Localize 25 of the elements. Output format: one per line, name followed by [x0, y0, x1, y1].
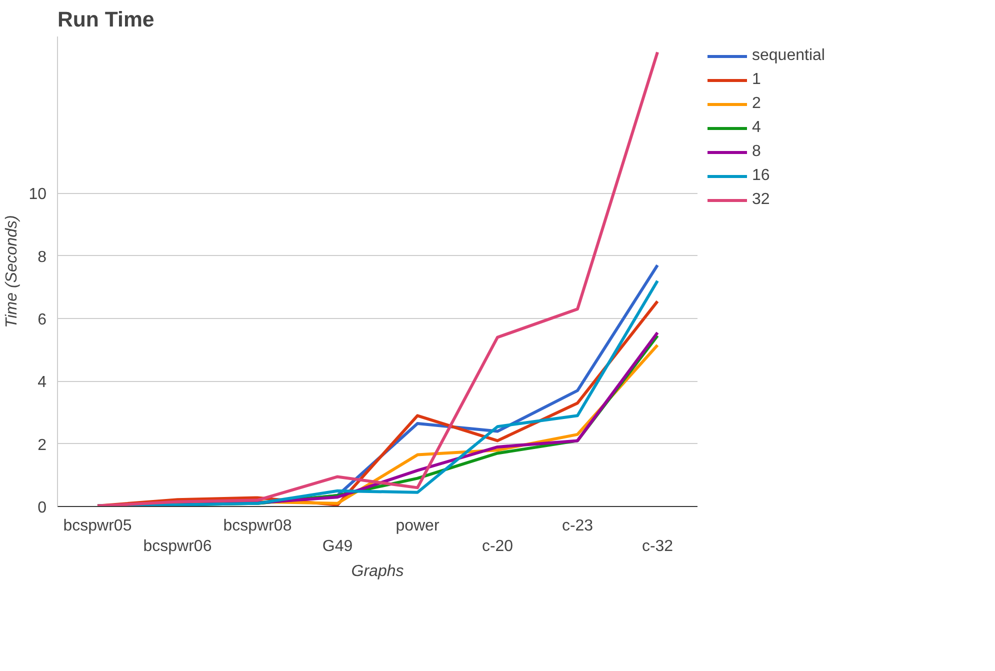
legend-label: 2 [752, 95, 762, 113]
x-tick-label: bcspwr08 [223, 518, 292, 534]
line-series [96, 50, 659, 506]
legend-label: 8 [752, 143, 762, 161]
x-axis-title: Graphs [351, 562, 404, 580]
x-tick-label: bcspwr06 [143, 538, 212, 555]
x-tick-label: c-20 [482, 538, 514, 555]
x-tick-label: c-23 [562, 518, 594, 534]
legend-label: 32 [752, 191, 771, 209]
y-tick-label: 2 [38, 436, 47, 454]
y-tick-label: 8 [38, 248, 47, 266]
legend-label: 1 [752, 71, 762, 89]
y-tick-label: 10 [28, 186, 47, 204]
y-tick-label: 0 [38, 500, 47, 516]
y-tick-label: 6 [38, 312, 47, 328]
legend-label: 16 [752, 167, 771, 185]
legend-label: 4 [752, 119, 762, 137]
x-tick-label: c-32 [642, 538, 674, 555]
x-tick-label: G49 [322, 538, 353, 555]
x-tick-label: bcspwr05 [63, 518, 132, 534]
x-tick-label: power [396, 518, 440, 534]
chart-title: Run Time [58, 8, 154, 32]
legend-label: sequential [752, 47, 825, 65]
y-axis-title: Time (Seconds) [4, 215, 21, 328]
y-tick-label: 4 [38, 374, 47, 392]
